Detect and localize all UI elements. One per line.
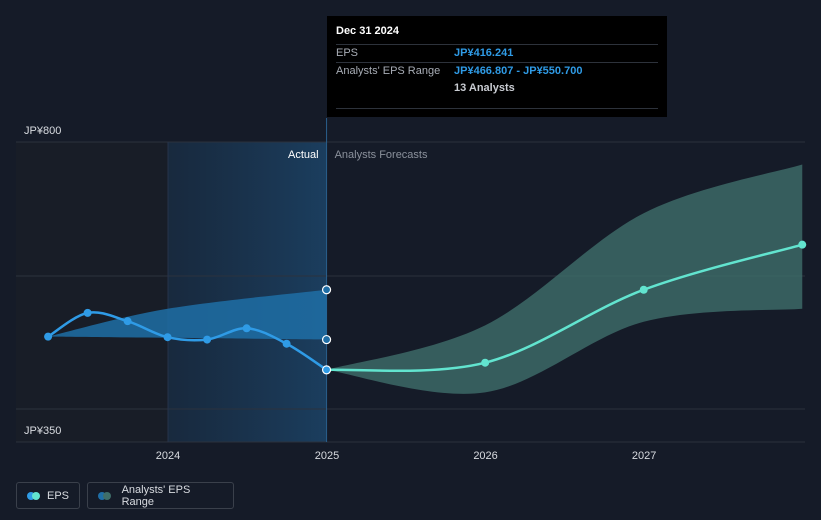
tooltip-divider <box>336 108 658 109</box>
eps-hover-point <box>321 365 332 375</box>
eps-forecast-line <box>326 243 803 373</box>
tooltip-analysts-count: 13 Analysts <box>454 82 515 94</box>
legend-eps-label: EPS <box>46 489 69 502</box>
tooltip-eps-label: EPS <box>336 47 359 59</box>
tooltip-row-range: Analysts' EPS Range JP¥466.807 - JP¥550.… <box>336 62 658 80</box>
eps-actual-point <box>123 317 132 326</box>
tooltip-range-label: Analysts' EPS Range <box>336 65 441 77</box>
x-tick-label: 2025 <box>315 450 339 462</box>
eps-swatch-icon <box>27 491 40 500</box>
forecast-label: Analysts Forecasts <box>335 149 428 161</box>
tooltip: Dec 31 2024 EPS JP¥416.241 Analysts' EPS… <box>327 16 667 117</box>
x-tick-label: 2024 <box>156 450 180 462</box>
y-axis-label-max: JP¥800 <box>24 125 61 137</box>
legend-item-range[interactable]: Analysts' EPS Range <box>87 482 234 509</box>
tooltip-date: Dec 31 2024 <box>336 25 399 37</box>
tooltip-row-eps: EPS JP¥416.241 <box>336 44 658 62</box>
tooltip-range-value: JP¥466.807 - JP¥550.700 <box>454 65 583 77</box>
range-band-actual <box>48 289 327 340</box>
past-region <box>16 142 168 442</box>
eps-forecast-point <box>639 285 648 294</box>
legend-range-label: Analysts' EPS Range <box>121 483 191 508</box>
tooltip-analysts-label <box>336 80 454 97</box>
tooltip-row-analysts: 13 Analysts <box>336 80 658 97</box>
eps-actual-point <box>83 308 92 317</box>
x-tick-label: 2026 <box>473 450 497 462</box>
eps-actual-point <box>203 335 212 344</box>
range-band-forecast <box>326 164 803 394</box>
y-axis-label-min: JP¥350 <box>24 425 61 437</box>
range-hover-point <box>321 285 332 295</box>
tooltip-eps-value: JP¥416.241 <box>454 47 514 59</box>
eps-actual-point <box>282 339 291 348</box>
eps-actual-point <box>44 332 53 341</box>
actual-label: Actual <box>288 149 319 161</box>
eps-forecast-point <box>481 358 490 367</box>
eps-forecast-point <box>798 240 807 249</box>
range-swatch-icon <box>98 491 114 500</box>
x-tick-label: 2027 <box>632 450 656 462</box>
eps-actual-point <box>163 333 172 342</box>
legend-item-eps[interactable]: EPS <box>16 482 80 509</box>
eps-actual-point <box>242 324 251 333</box>
range-hover-point <box>321 334 332 345</box>
actual-region <box>168 142 327 442</box>
